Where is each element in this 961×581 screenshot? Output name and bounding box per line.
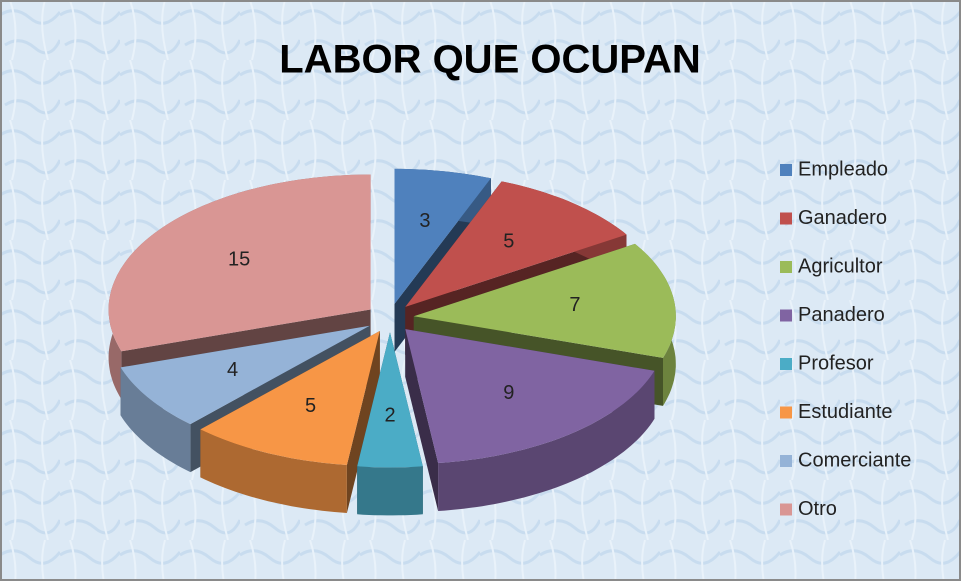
data-label: 3 [419,210,430,232]
data-label: 4 [227,359,238,381]
slice [200,331,380,465]
legend-swatch [780,309,792,322]
pie: 3 5 15 7 4 9 5 2 [108,168,676,516]
slice-side [200,429,347,513]
slice [108,174,371,352]
legend-label: Ganadero [798,207,887,229]
legend-swatch [780,358,792,370]
data-label: 15 [228,249,250,271]
legend-swatch [780,455,792,467]
slice-side [357,466,423,516]
slice [120,325,370,425]
slice [357,332,423,468]
data-label: 5 [305,395,316,417]
chart-title: LABOR QUE OCUPAN [279,38,700,82]
legend-label: Comerciante [798,449,911,471]
legend-label: Agricultor [798,255,883,277]
slice-side [438,370,655,511]
legend-label: Profesor [798,352,874,374]
data-label: 7 [569,294,580,316]
slice-wall [405,329,439,511]
legend-label: Otro [798,498,837,520]
legend: Empleado Ganadero Agricultor Panadero Profes… [780,158,911,520]
data-label: 5 [503,231,514,253]
legend-swatch [780,503,792,516]
slice [394,168,491,304]
legend-swatch [780,261,792,273]
legend-swatch [780,406,792,419]
data-label: 2 [384,404,395,426]
legend-label: Estudiante [798,401,893,423]
legend-label: Empleado [798,158,888,180]
legend-swatch [780,164,792,176]
data-label: 9 [503,382,514,404]
slice [405,181,627,307]
slice [413,243,676,358]
slice-side [120,367,191,473]
legend-swatch [780,212,792,225]
slice [405,329,655,463]
legend-label: Panadero [798,304,885,326]
